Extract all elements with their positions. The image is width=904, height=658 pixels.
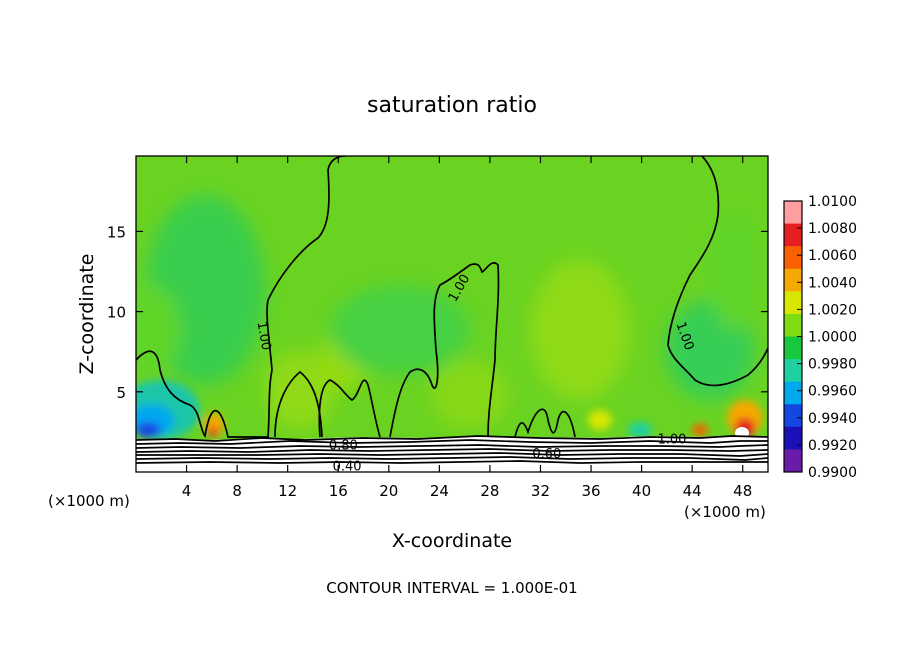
colorbar-segment xyxy=(784,268,802,292)
y-tick-label: 5 xyxy=(116,384,126,402)
colorbar-segment xyxy=(784,291,802,315)
colorbar-tick-label: 0.9980 xyxy=(808,357,857,373)
colorbar-tick-label: 1.0080 xyxy=(808,221,857,237)
contour-label: 0.60 xyxy=(532,447,561,462)
contour-label: 0.40 xyxy=(333,460,362,475)
contour-lines xyxy=(136,156,768,464)
x-axis-label: X-coordinate xyxy=(392,530,512,552)
x-tick-label: 20 xyxy=(379,482,398,500)
x-tick-label: 36 xyxy=(581,482,600,500)
contour-label: 1.00 xyxy=(254,320,274,351)
colorbar-tick-label: 0.9940 xyxy=(808,411,857,427)
contour-label-text: 0.60 xyxy=(532,447,561,462)
colorbar-segment xyxy=(784,201,802,225)
x-tick-label: 32 xyxy=(531,482,550,500)
x-tick-label: 16 xyxy=(329,482,348,500)
contour-label-text: 1.00 xyxy=(657,432,686,447)
contour-label: 1.00 xyxy=(657,432,686,447)
x-unit-left: (×1000 m) xyxy=(48,492,130,510)
contour-label-text: 0.40 xyxy=(333,460,362,475)
colorbar-tick-label: 0.9920 xyxy=(808,438,857,454)
contour-label-text: 0.80 xyxy=(329,439,358,454)
colorbar-tick-label: 1.0020 xyxy=(808,302,857,318)
y-tick-label: 10 xyxy=(107,304,126,322)
colorbar: 1.0100 1.0080 1.0060 1.0040 1.0020 1.0000 0.99… xyxy=(783,194,857,481)
contour-label: 0.80 xyxy=(329,439,358,454)
y-axis: 5 10 15 xyxy=(107,223,768,402)
colorbar-tick-label: 1.0000 xyxy=(808,330,857,346)
colorbar-segment xyxy=(784,336,802,360)
x-tick-label: 28 xyxy=(480,482,499,500)
x-tick-label: 12 xyxy=(278,482,297,500)
x-tick-label: 4 xyxy=(182,482,192,500)
chart-title: saturation ratio xyxy=(367,93,537,118)
colorbar-tick-label: 0.9900 xyxy=(808,465,857,481)
y-tick-label: 15 xyxy=(107,223,126,241)
colorbar-segment xyxy=(784,246,802,270)
colorbar-tick-label: 1.0060 xyxy=(808,248,857,264)
field-shading xyxy=(136,156,768,472)
x-tick-label: 8 xyxy=(232,482,242,500)
contour-label-text: 1.00 xyxy=(254,320,274,351)
colorbar-tick-label: 0.9960 xyxy=(808,384,857,400)
colorbar-tick-label: 1.0040 xyxy=(808,275,857,291)
colorbar-segment xyxy=(784,223,802,247)
plot-frame xyxy=(135,155,769,473)
contour-interval-note: CONTOUR INTERVAL = 1.000E-01 xyxy=(326,579,577,597)
x-tick-label: 24 xyxy=(430,482,449,500)
x-tick-label: 48 xyxy=(733,482,752,500)
colorbar-tick-label: 1.0100 xyxy=(808,194,857,210)
colorbar-segment xyxy=(784,404,802,428)
x-tick-label: 44 xyxy=(683,482,702,500)
x-tick-label: 40 xyxy=(632,482,651,500)
x-axis: 4 8 12 16 20 24 28 32 36 40 44 48 xyxy=(182,156,752,500)
y-axis-label: Z-coordinate xyxy=(76,254,98,375)
colorbar-segment xyxy=(784,359,802,383)
colorbar-segment xyxy=(784,381,802,405)
colorbar-segment xyxy=(784,426,802,450)
x-unit-right: (×1000 m) xyxy=(684,503,766,521)
colorbar-segment xyxy=(784,313,802,337)
colorbar-segment xyxy=(784,449,802,473)
